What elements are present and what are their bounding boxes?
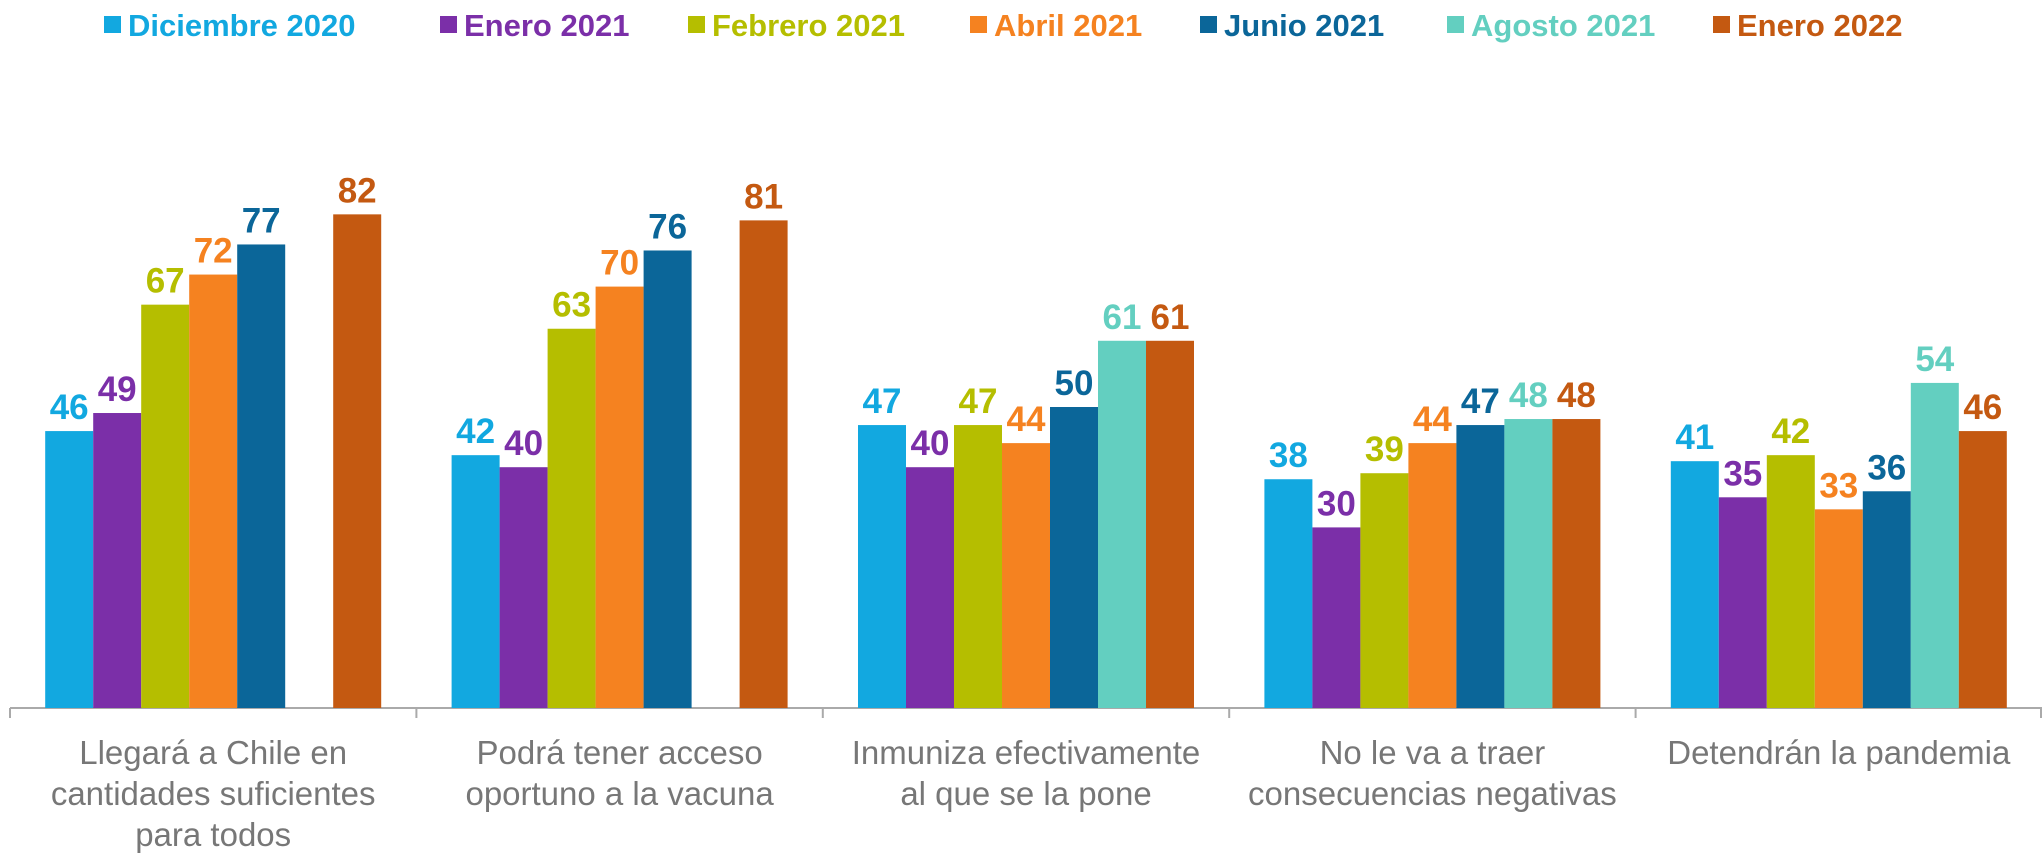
data-label: 46 (1963, 388, 2002, 427)
bar (237, 244, 286, 708)
data-label: 49 (98, 370, 137, 409)
bar (1670, 461, 1719, 708)
data-label: 50 (1055, 364, 1094, 403)
data-label: 48 (1557, 376, 1596, 415)
legend-label: Agosto 2021 (1471, 8, 1655, 43)
legend-swatch (970, 16, 987, 33)
bar (1408, 443, 1457, 708)
bar (595, 286, 644, 708)
bar (906, 467, 954, 708)
data-label: 61 (1151, 298, 1190, 337)
data-label: 81 (744, 177, 783, 216)
data-label: 63 (552, 286, 591, 325)
data-label: 76 (648, 207, 687, 246)
bar (1146, 340, 1194, 708)
x-tick-label: No le va a traer consecuencias negativas (1248, 734, 1617, 812)
legend-swatch (688, 16, 705, 33)
bar (1360, 473, 1409, 708)
data-label: 46 (50, 388, 89, 427)
data-label: 47 (959, 382, 998, 421)
bar (1504, 419, 1553, 708)
bar (1312, 527, 1361, 708)
bar (1456, 425, 1505, 708)
data-label: 47 (863, 382, 902, 421)
x-tick-label: Detendrán la pandemia (1667, 734, 2011, 771)
data-label: 44 (1007, 400, 1046, 439)
legend-label: Abril 2021 (994, 8, 1142, 43)
legend-label: Enero 2022 (1737, 8, 1902, 43)
bar (1050, 407, 1098, 708)
data-label: 82 (338, 171, 377, 210)
bar (499, 467, 548, 708)
bar (141, 304, 190, 708)
data-label: 41 (1675, 418, 1714, 457)
x-tick-label: Llegará a Chile en cantidades suficiente… (50, 734, 376, 853)
bar (1002, 443, 1050, 708)
bar (1910, 382, 1959, 708)
legend-label: Diciembre 2020 (128, 8, 355, 43)
data-label: 47 (1461, 382, 1500, 421)
bar (1552, 419, 1601, 708)
data-label: 30 (1317, 484, 1356, 523)
data-label: 40 (504, 424, 543, 463)
bar (954, 425, 1002, 708)
data-label: 77 (242, 201, 281, 240)
data-label: 72 (194, 232, 233, 271)
bar (45, 431, 94, 708)
bar (451, 455, 500, 708)
bar (739, 220, 788, 708)
data-label: 70 (600, 244, 639, 283)
data-label: 42 (456, 412, 495, 451)
data-label: 33 (1819, 466, 1858, 505)
legend-label: Enero 2021 (464, 8, 629, 43)
data-label: 39 (1365, 430, 1404, 469)
legend-label: Junio 2021 (1224, 8, 1384, 43)
data-label: 42 (1771, 412, 1810, 451)
data-label: 44 (1413, 400, 1452, 439)
x-tick-label: Inmuniza efectivamente al que se la pone (851, 734, 1201, 812)
data-label: 40 (911, 424, 950, 463)
bar (1098, 340, 1146, 708)
bar (1264, 479, 1313, 708)
legend-swatch (1447, 16, 1464, 33)
bar (1814, 509, 1863, 708)
bar (1766, 455, 1815, 708)
legend-swatch (104, 16, 121, 33)
data-label: 54 (1915, 340, 1954, 379)
bar (189, 274, 238, 708)
data-label: 35 (1723, 454, 1762, 493)
data-label: 36 (1867, 448, 1906, 487)
bar (333, 214, 382, 709)
legend-swatch (1200, 16, 1217, 33)
bar (547, 328, 596, 708)
legend-label: Febrero 2021 (712, 8, 905, 43)
bar (1862, 491, 1911, 708)
x-tick-label: Podrá tener acceso oportuno a la vacuna (465, 734, 774, 812)
bar (643, 250, 692, 709)
bar (858, 425, 906, 708)
bar (1958, 431, 2007, 708)
bar (1718, 497, 1767, 708)
legend-swatch (440, 16, 457, 33)
data-label: 61 (1103, 298, 1142, 337)
bar (93, 413, 142, 708)
legend-swatch (1713, 16, 1730, 33)
data-label: 38 (1269, 436, 1308, 475)
data-label: 48 (1509, 376, 1548, 415)
data-label: 67 (146, 262, 185, 301)
